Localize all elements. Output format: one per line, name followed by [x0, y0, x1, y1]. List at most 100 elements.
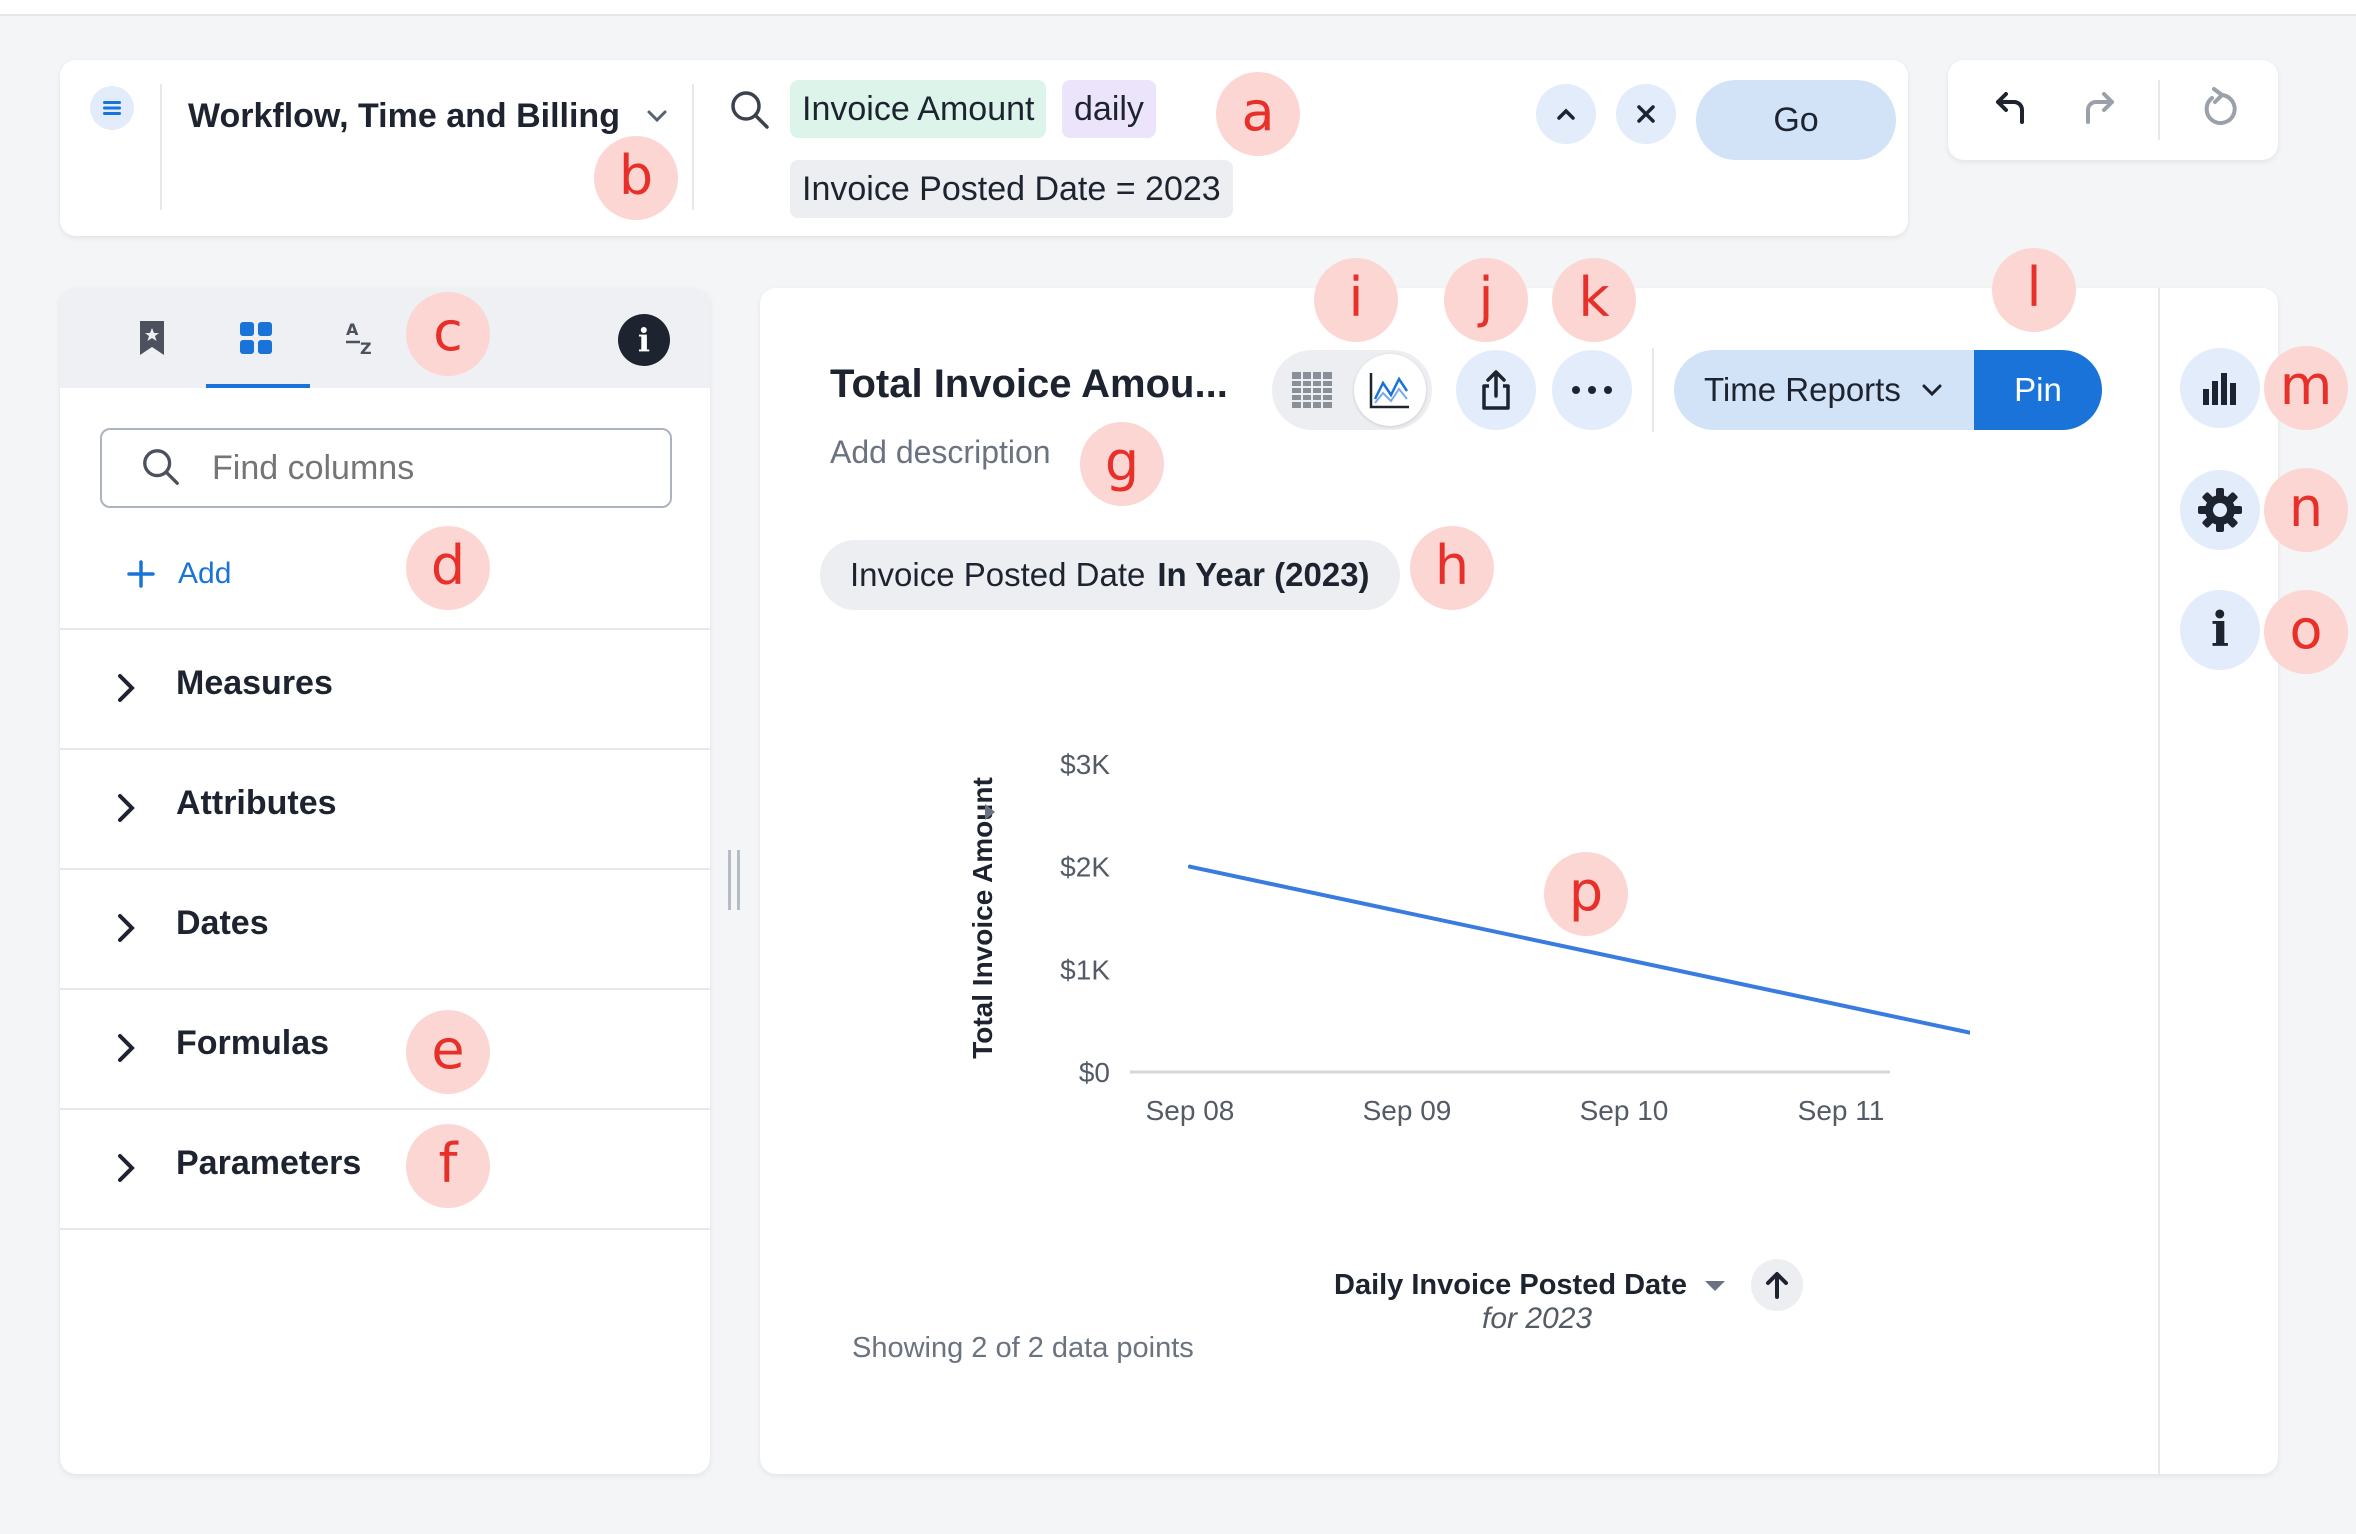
redo-icon[interactable] — [2076, 86, 2122, 132]
worksheet-selector[interactable]: Workflow, Time and Billing — [188, 88, 672, 144]
section-parameters[interactable]: Parameters — [60, 1110, 710, 1230]
menu-icon[interactable] — [90, 86, 134, 130]
annotation-badge-c: c — [406, 292, 490, 376]
annotation-badge-l: l — [1992, 248, 2076, 332]
data-point — [1188, 864, 1192, 869]
section-attributes[interactable]: Attributes — [60, 750, 710, 870]
grid-view-icon[interactable] — [238, 320, 274, 356]
more-options-button[interactable] — [1552, 350, 1632, 430]
table-view-icon[interactable] — [1290, 370, 1334, 410]
filter-chip-label: Invoice Posted Date — [850, 556, 1146, 593]
y-tick-label: $1K — [1060, 954, 1110, 985]
search-bar-card: Workflow, Time and Billing Invoice Amoun… — [60, 60, 1908, 236]
divider — [692, 84, 694, 210]
liveboard-select[interactable]: Time Reports — [1674, 350, 1974, 430]
undo-icon[interactable] — [1988, 86, 2034, 132]
annotation-badge-e: e — [406, 1010, 490, 1094]
section-dates[interactable]: Dates — [60, 870, 710, 990]
filter-chip-value: In Year (2023) — [1157, 556, 1370, 593]
chevron-right-icon — [118, 1034, 135, 1062]
chevron-right-icon — [118, 794, 135, 822]
annotation-badge-f: f — [406, 1124, 490, 1208]
svg-text:A: A — [346, 320, 359, 339]
section-label: Dates — [176, 904, 269, 942]
close-icon — [1637, 105, 1655, 123]
active-tab-indicator — [206, 384, 310, 388]
x-axis-title-group[interactable]: Daily Invoice Posted Date — [1334, 1259, 1803, 1311]
annotation-badge-b: b — [594, 136, 678, 220]
clear-search-button[interactable] — [1616, 84, 1676, 144]
x-tick-label: Sep 10 — [1580, 1095, 1669, 1126]
search-token-filter[interactable]: Invoice Posted Date = 2023 — [790, 160, 1233, 218]
svg-text:Z: Z — [360, 339, 372, 358]
divider — [1652, 348, 1654, 432]
find-columns-input[interactable] — [210, 440, 634, 496]
search-token-measure[interactable]: Invoice Amount — [790, 80, 1047, 138]
share-button[interactable] — [1456, 350, 1536, 430]
add-column-button[interactable]: Add — [124, 550, 231, 598]
share-icon — [1482, 370, 1510, 410]
answer-card: Total Invoice Amou... Add description Ti… — [760, 288, 2278, 1474]
annotation-badge-m: m — [2264, 346, 2348, 430]
line-chart-icon — [1369, 373, 1409, 409]
x-axis-title: Daily Invoice Posted Date — [1334, 1268, 1687, 1301]
caret-down-icon[interactable] — [1701, 1275, 1729, 1295]
worksheet-title: Workflow, Time and Billing — [188, 96, 620, 135]
y-axis-caret — [985, 804, 995, 820]
plus-icon — [127, 560, 155, 588]
bookmark-icon[interactable] — [134, 318, 170, 358]
collapse-button[interactable] — [1536, 84, 1596, 144]
chevron-right-icon — [118, 914, 135, 942]
annotation-badge-o: o — [2264, 590, 2348, 674]
go-button[interactable]: Go — [1696, 80, 1896, 160]
find-columns-search[interactable] — [100, 428, 672, 508]
divider — [2158, 80, 2160, 140]
handle-line — [728, 850, 731, 910]
answer-title[interactable]: Total Invoice Amou... — [830, 362, 1228, 406]
section-formulas[interactable]: Formulas — [60, 990, 710, 1110]
bar-chart-icon — [2203, 373, 2236, 405]
x-tick-label: Sep 09 — [1363, 1095, 1452, 1126]
chevron-up-icon — [1557, 108, 1575, 120]
annotation-badge-k: k — [1552, 258, 1636, 342]
pin-button[interactable]: Pin — [1974, 350, 2102, 430]
chart-view-button[interactable] — [1354, 354, 1426, 426]
section-label: Formulas — [176, 1024, 330, 1062]
sort-ascending-button[interactable] — [1750, 1259, 1803, 1311]
x-tick-label: Sep 08 — [1146, 1095, 1235, 1126]
add-description[interactable]: Add description — [830, 434, 1051, 470]
annotation-badge-h: h — [1410, 526, 1494, 610]
search-icon — [731, 91, 769, 129]
settings-button[interactable] — [2180, 470, 2260, 550]
annotation-badge-g: g — [1080, 422, 1164, 506]
annotation-badge-d: d — [406, 526, 490, 610]
info-icon[interactable]: i — [618, 314, 670, 366]
y-tick-label: $2K — [1060, 852, 1110, 883]
filter-chip[interactable]: Invoice Posted Date In Year (2023) — [820, 540, 1400, 610]
section-label: Parameters — [176, 1144, 362, 1182]
view-toggle — [1272, 350, 1432, 430]
search-token-keyword[interactable]: daily — [1062, 80, 1156, 138]
series-line — [1188, 864, 1970, 1035]
gear-icon — [2198, 488, 2242, 532]
add-label: Add — [178, 557, 232, 590]
annotation-badge-a: a — [1216, 72, 1300, 156]
arrow-up-icon — [1765, 1272, 1788, 1299]
top-bar — [0, 0, 2356, 16]
x-tick-label: Sep 11 — [1798, 1095, 1885, 1126]
chevron-right-icon — [118, 674, 135, 702]
x-axis-subtitle: for 2023 — [1482, 1302, 1593, 1335]
reset-icon[interactable] — [2198, 86, 2244, 132]
sort-az-icon[interactable]: AZ — [342, 318, 382, 358]
annotation-badge-n: n — [2264, 468, 2348, 552]
right-rail-divider — [2158, 288, 2160, 1474]
chart-type-button[interactable] — [2180, 348, 2260, 428]
divider — [160, 84, 162, 210]
more-horizontal-icon — [1572, 386, 1612, 394]
section-label: Measures — [176, 664, 333, 702]
info-button[interactable]: i — [2180, 590, 2260, 670]
panel-resize-handle[interactable] — [724, 850, 744, 910]
section-measures[interactable]: Measures — [60, 630, 710, 750]
